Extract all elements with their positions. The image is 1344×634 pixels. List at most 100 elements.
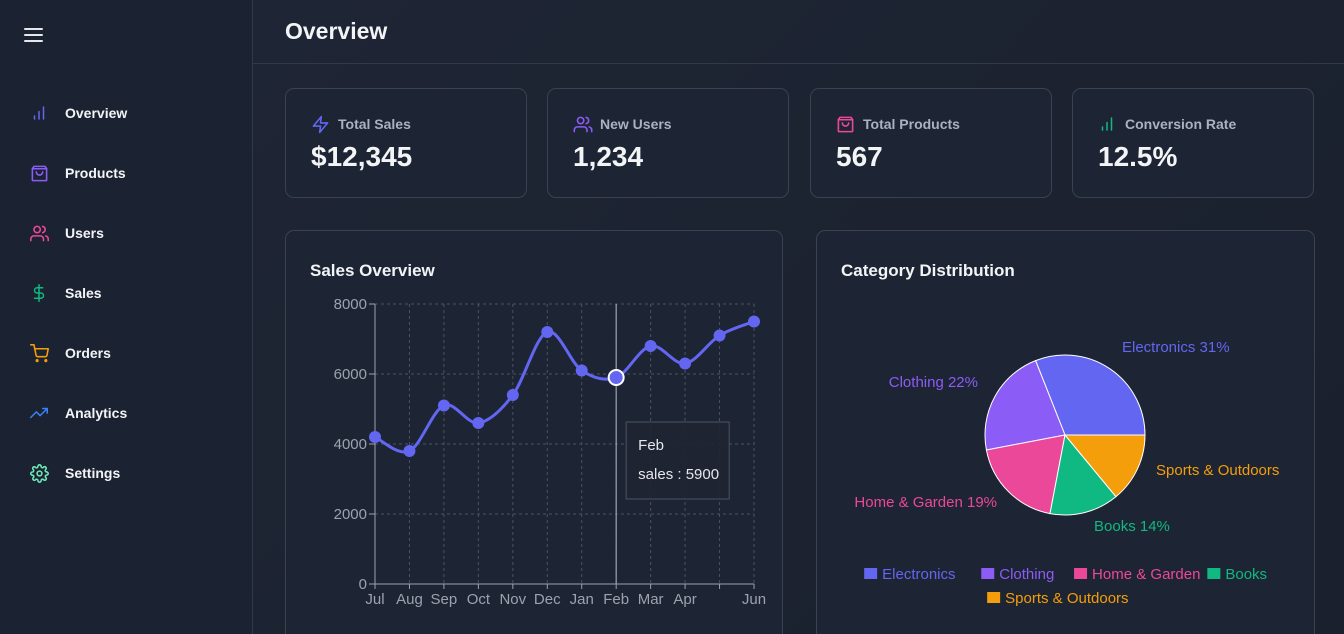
legend-swatch [864, 568, 878, 579]
x-tick-label: Dec [534, 591, 561, 608]
legend-swatch [981, 568, 995, 579]
zap-icon [311, 114, 331, 134]
sidebar-item-label: Analytics [65, 405, 128, 421]
tooltip-value: sales : 5900 [638, 466, 719, 483]
data-point [472, 417, 485, 429]
data-point [541, 326, 554, 338]
page-title: Overview [285, 18, 388, 44]
slice-label: Home & Garden 19% [854, 494, 997, 511]
x-tick-label: Oct [467, 591, 491, 608]
data-point [369, 431, 381, 443]
data-point [437, 399, 450, 412]
y-tick-label: 8000 [334, 296, 367, 313]
sidebar-item-label: Products [65, 165, 126, 181]
pie-slice [1034, 354, 1146, 436]
y-tick-label: 4000 [334, 436, 367, 453]
stat-value: 12.5% [1098, 141, 1178, 172]
slice-label: Sports & Outdoors [1156, 462, 1279, 479]
data-point [713, 329, 726, 342]
pie-slice [1049, 433, 1117, 516]
gear-icon [29, 463, 49, 483]
stat-label: Total Products [863, 116, 960, 132]
sidebar-item-users[interactable]: Users [0, 203, 252, 263]
x-tick-label: Jun [742, 591, 766, 608]
x-tick-label: Jul [365, 591, 384, 608]
sidebar-item-sales[interactable]: Sales [0, 263, 252, 323]
tooltip-title: Feb [638, 437, 664, 454]
pie-slice [1063, 434, 1146, 498]
x-tick-label: Sep [431, 591, 458, 608]
category-distribution-card: Category Distribution Electronics 31% Clo… [816, 230, 1315, 634]
stat-value: $12,345 [311, 141, 413, 172]
data-point [748, 315, 760, 328]
users-icon [29, 223, 49, 243]
bar-chart-icon [29, 103, 49, 123]
data-point [506, 389, 519, 401]
x-tick-label: Aug [396, 591, 423, 608]
x-tick-label: Apr [673, 591, 696, 608]
card-title: Category Distribution [841, 261, 1015, 280]
slice-label: Electronics 31% [1122, 339, 1230, 356]
card-title: Sales Overview [310, 261, 435, 280]
y-tick-label: 6000 [334, 366, 367, 383]
sidebar-item-settings[interactable]: Settings [0, 443, 252, 503]
y-tick-label: 0 [359, 576, 367, 593]
tooltip-box [625, 421, 730, 500]
stat-card-conversion-rate: Conversion Rate 12.5% [1072, 88, 1314, 198]
legend-swatch [987, 592, 1001, 603]
shopping-bag-icon [836, 114, 856, 134]
menu-icon[interactable] [24, 26, 44, 44]
stat-label: Conversion Rate [1125, 116, 1237, 132]
bar-chart-icon [1098, 114, 1118, 134]
data-point-active [607, 369, 625, 386]
x-tick-label: Nov [499, 591, 526, 608]
sidebar-item-orders[interactable]: Orders [0, 323, 252, 383]
legend-swatch [1074, 568, 1088, 579]
sidebar: Overview Products Users Sales Orders [0, 0, 253, 634]
main-content: Overview Total Sales $12,345 New Users 1… [253, 0, 1344, 634]
sidebar-item-products[interactable]: Products [0, 143, 252, 203]
x-tick-label: Jan [570, 591, 594, 608]
legend-label: Books [1225, 566, 1267, 583]
sidebar-item-overview[interactable]: Overview [0, 83, 252, 143]
stat-label: Total Sales [338, 116, 411, 132]
x-tick-label: Feb [603, 591, 629, 608]
sidebar-item-label: Overview [65, 105, 128, 121]
legend-label: Home & Garden [1092, 566, 1200, 583]
users-icon [573, 114, 593, 134]
y-tick-label: 2000 [334, 506, 367, 523]
stat-card-total-sales: Total Sales $12,345 [285, 88, 527, 198]
category-pie-chart[interactable]: Electronics 31% Clothing 22% Home & Garden… [817, 231, 1314, 621]
sales-line-chart[interactable]: 0 2000 4000 6000 8000 Jul Aug Sep Oct Nov Dec Jan Fe… [286, 231, 782, 621]
sidebar-item-label: Sales [65, 285, 102, 301]
trending-up-icon [29, 403, 49, 423]
stat-label: New Users [600, 116, 672, 132]
data-point [679, 357, 692, 370]
data-point [403, 445, 416, 457]
topbar: Overview [253, 0, 1344, 64]
stat-card-total-products: Total Products 567 [810, 88, 1052, 198]
legend-label: Clothing [999, 566, 1054, 583]
sidebar-item-label: Orders [65, 345, 111, 361]
pie-slice [985, 434, 1066, 515]
legend-label: Electronics [882, 566, 955, 583]
x-tick-label: Mar [638, 591, 664, 608]
pie-slice [984, 359, 1066, 451]
stat-card-new-users: New Users 1,234 [547, 88, 789, 198]
sidebar-nav: Overview Products Users Sales Orders [0, 83, 252, 503]
cart-icon [29, 343, 49, 363]
slice-label: Books 14% [1094, 518, 1170, 535]
sidebar-item-label: Users [65, 225, 104, 241]
shopping-bag-icon [29, 163, 49, 183]
sidebar-item-label: Settings [65, 465, 121, 481]
stat-value: 567 [836, 141, 883, 172]
dollar-icon [29, 283, 49, 303]
sales-overview-card: Sales Overview 0 2000 4000 6000 8000 Jul Aug Se… [285, 230, 783, 634]
legend-swatch [1207, 568, 1221, 579]
sidebar-item-analytics[interactable]: Analytics [0, 383, 252, 443]
slice-label: Clothing 22% [889, 374, 978, 391]
legend-label: Sports & Outdoors [1005, 590, 1128, 607]
stat-value: 1,234 [573, 141, 644, 172]
data-point [575, 364, 588, 377]
data-point [644, 340, 657, 352]
